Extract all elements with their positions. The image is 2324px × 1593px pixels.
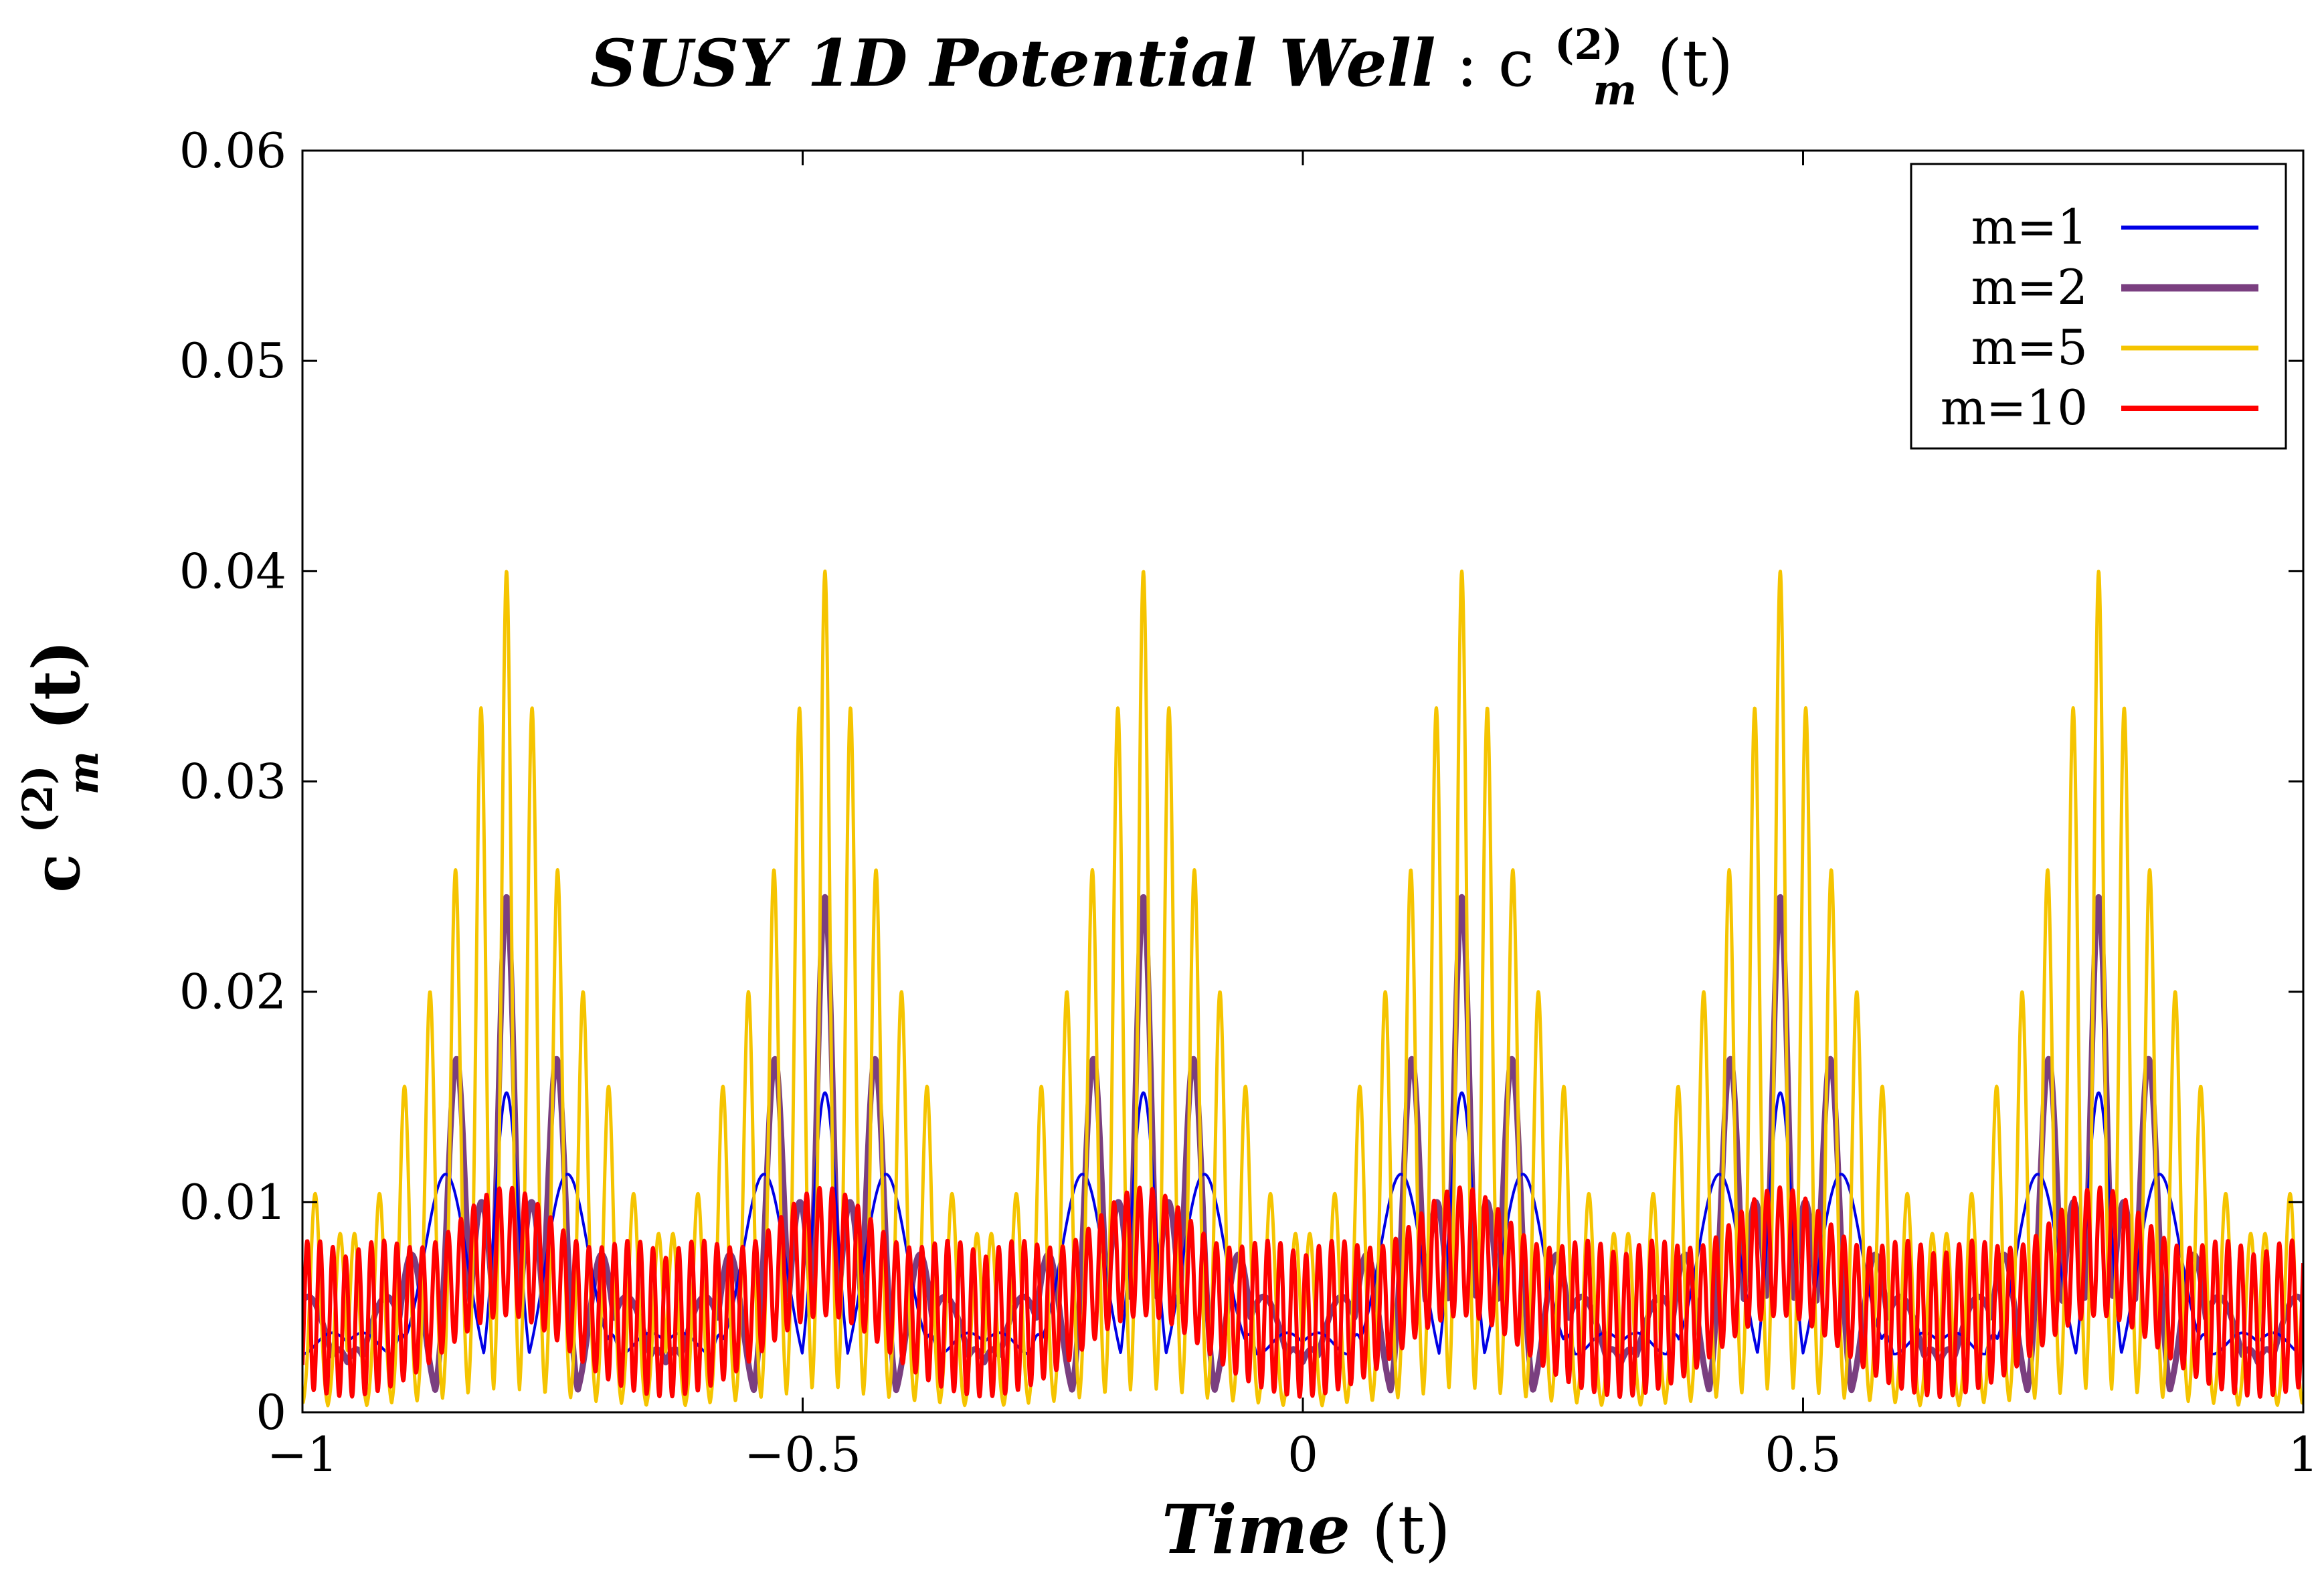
x-tick-label: −1 [267,1426,338,1483]
y-tick-label: 0.06 [179,122,286,179]
chart-title-separator: : [1456,26,1498,101]
y-tick-label: 0.05 [179,333,286,389]
chart-title-symbol: c [1498,26,1534,101]
legend-label-m=5: m=5 [1971,319,2088,375]
y-tick-label: 0.02 [179,964,286,1020]
x-tick-label: 1 [2288,1426,2319,1483]
axes: −1 −0.5 0 0.5 1 0 0.01 0.02 0.03 0.04 0.05 0.06 [179,122,2319,1483]
x-tick-label: −0.5 [744,1426,861,1483]
chart-title-subscript: m [1593,66,1637,114]
y-tick-label: 0.04 [179,543,286,599]
y-axis-label-symbol: c [19,853,94,892]
chart-title-main: SUSY 1D Potential Well [590,25,1436,101]
legend-label-m=1: m=1 [1971,199,2088,255]
y-tick-label: 0.03 [179,754,286,810]
chart-title-argument: (t) [1658,26,1733,101]
x-axis-label-unit: (t) [1372,1491,1451,1569]
series-group [302,569,2303,1408]
x-tick-label: 0.5 [1765,1426,1842,1483]
legend-items: m=1m=2m=5m=10 [1941,199,2258,436]
y-axis-label-superscript: (2) [13,765,62,833]
plot-area [302,569,2303,1408]
legend-label-m=2: m=2 [1971,259,2088,315]
legend-box [1910,163,2287,450]
x-axis-label: Time (t) [1162,1490,1451,1569]
x-tick-label: 0 [1287,1426,1318,1483]
y-axis-label-subscript: m [59,751,108,795]
x-axis-label-main: Time [1162,1490,1350,1569]
y-axis-label: c (2) m (t) [0,640,113,893]
legend-label-m=10: m=10 [1941,380,2088,436]
y-tick-label: 0 [256,1384,286,1440]
legend: m=1m=2m=5m=10 [1910,163,2287,450]
series-line-m=10 [302,1185,2303,1400]
chart-title: SUSY 1D Potential Well : c (2) m (t) [590,0,1733,120]
y-tick-label: 0.01 [179,1174,286,1230]
chart-title-superscript: (2) [1554,20,1623,69]
y-axis-label-argument: (t) [19,640,94,730]
